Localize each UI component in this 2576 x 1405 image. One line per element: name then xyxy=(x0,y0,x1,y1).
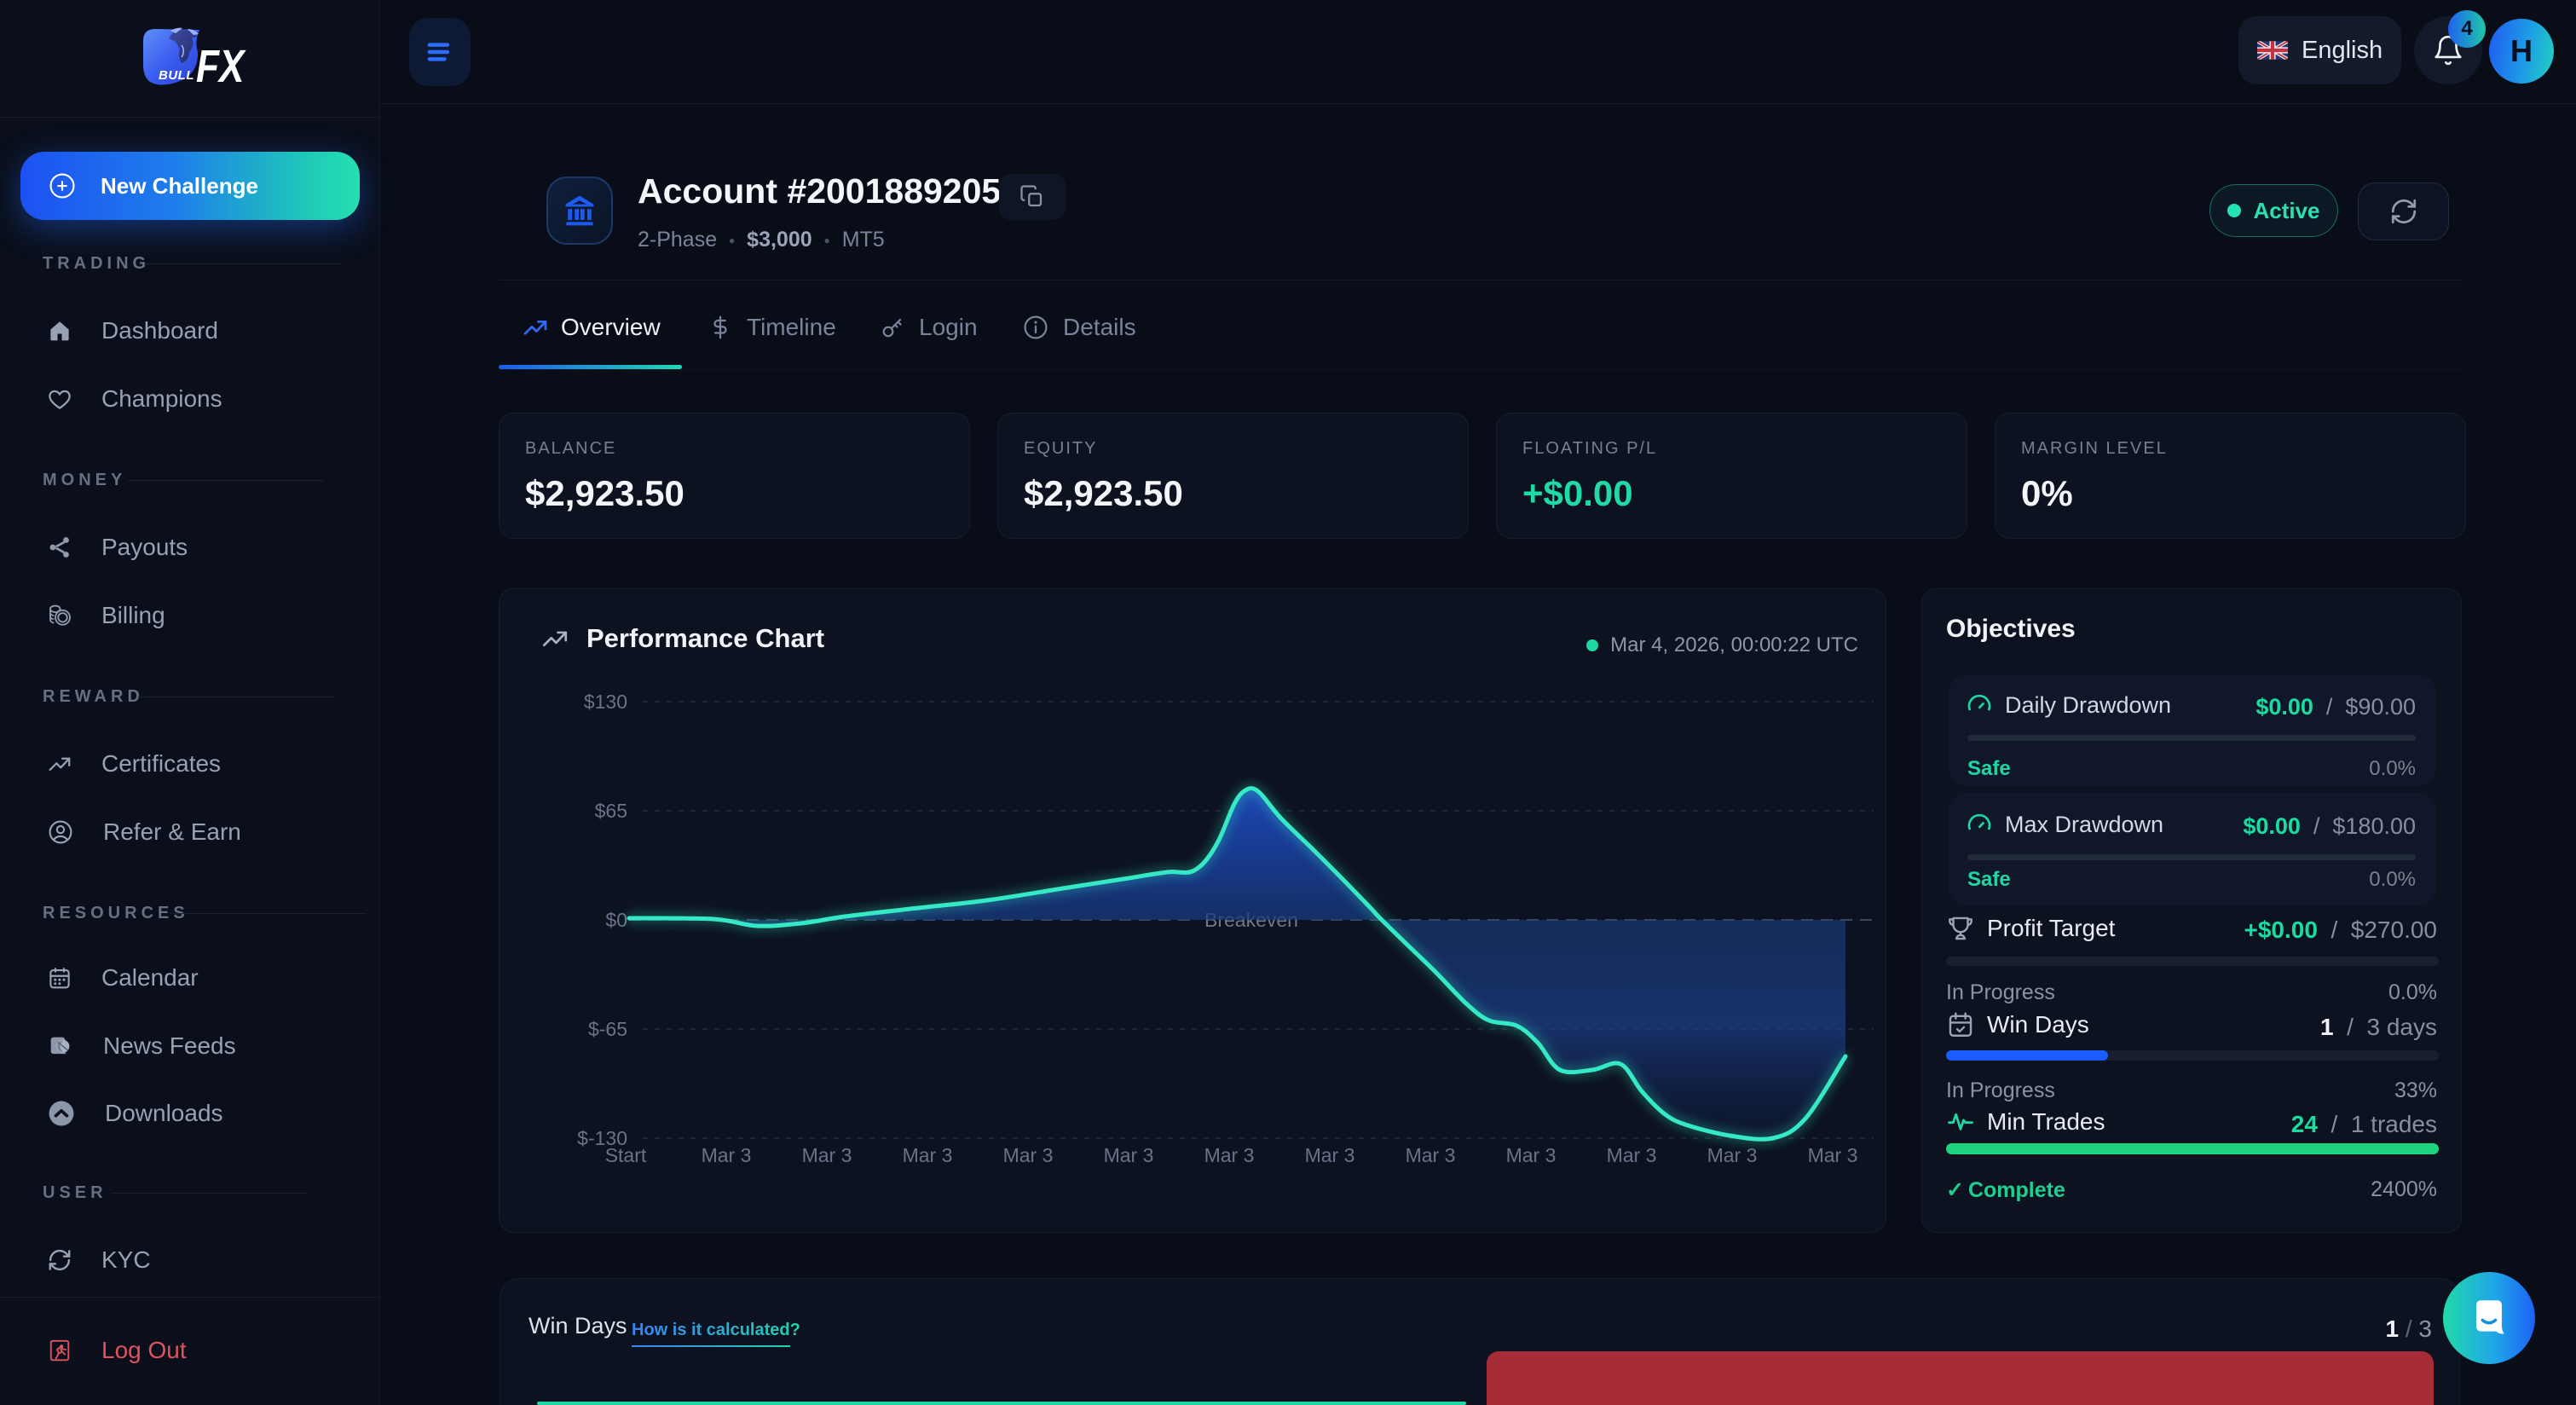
svg-text:Mar 3: Mar 3 xyxy=(1406,1144,1456,1166)
svg-text:Start: Start xyxy=(605,1144,647,1166)
svg-text:Mar 3: Mar 3 xyxy=(1808,1144,1858,1166)
svg-text:$65: $65 xyxy=(595,800,627,822)
svg-text:Mar 3: Mar 3 xyxy=(1003,1144,1054,1166)
svg-text:BULL: BULL xyxy=(159,68,194,83)
svg-text:Mar 3: Mar 3 xyxy=(903,1144,953,1166)
svg-text:$130: $130 xyxy=(584,691,627,713)
svg-text:$-65: $-65 xyxy=(588,1018,627,1040)
svg-text:Mar 3: Mar 3 xyxy=(1305,1144,1355,1166)
svg-text:Mar 3: Mar 3 xyxy=(702,1144,752,1166)
svg-text:Mar 3: Mar 3 xyxy=(1506,1144,1557,1166)
svg-text:Mar 3: Mar 3 xyxy=(1607,1144,1657,1166)
svg-text:FX: FX xyxy=(196,41,246,89)
svg-text:$0: $0 xyxy=(605,909,627,931)
svg-text:Mar 3: Mar 3 xyxy=(1204,1144,1255,1166)
svg-text:Mar 3: Mar 3 xyxy=(1104,1144,1154,1166)
svg-text:Mar 3: Mar 3 xyxy=(1707,1144,1758,1166)
svg-text:Mar 3: Mar 3 xyxy=(802,1144,852,1166)
svg-text:$-130: $-130 xyxy=(577,1127,627,1149)
